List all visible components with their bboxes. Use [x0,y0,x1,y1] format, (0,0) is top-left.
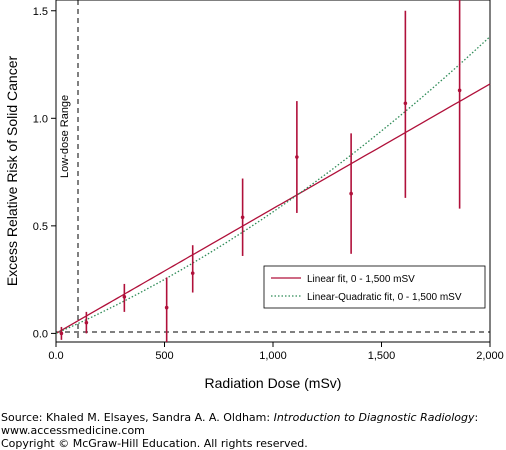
data-point [349,191,353,196]
legend: Linear fit, 0 - 1,500 mSV Linear-Quadrat… [263,265,486,309]
data-point [59,331,64,336]
y-tick-label: 0.5 [33,221,48,233]
data-point [240,215,245,220]
source-citation: Source: Khaled M. Elsayes, Sandra A. A. … [1,411,478,450]
data-point [164,305,169,310]
x-axis-label: Radiation Dose (mSv) [205,375,342,391]
linear-quadratic-fit-line [55,36,491,334]
excess-relative-risk-chart: Low-dose Range 0.0 500 1,000 1,500 2,000 0.0… [4,0,504,391]
source-suffix: : [474,411,479,424]
y-tick-label: 1.5 [33,6,48,18]
y-axis-label: Excess Relative Risk of Solid Cancer [4,56,20,287]
x-tick-label: 2,000 [476,350,504,362]
data-point [403,101,408,106]
source-prefix: Source: Khaled M. Elsayes, Sandra A. A. … [1,411,274,424]
x-tick-label: 500 [155,350,173,362]
data-point [295,155,299,159]
y-tick-label: 1.0 [33,113,48,125]
legend-label-linear: Linear fit, 0 - 1,500 mSV [307,274,415,285]
data-point [122,295,127,299]
source-url: www.accessmedicine.com [1,424,145,437]
x-tick-label: 1,500 [368,350,396,362]
low-dose-range-label: Low-dose Range [59,95,71,178]
legend-box [263,265,486,309]
data-point [84,320,89,325]
data-point [457,88,462,93]
y-tick-label: 0.0 [33,328,48,340]
source-copyright: Copyright © McGraw-Hill Education. All r… [1,437,308,450]
y-axis-ticks: 0.0 0.5 1.0 1.5 [33,6,56,340]
data-points-group [59,0,462,342]
source-book-title: Introduction to Diagnostic Radiology [273,411,475,424]
source-line: Source: Khaled M. Elsayes, Sandra A. A. … [1,411,478,424]
data-point [190,271,195,275]
x-tick-label: 0.0 [48,350,63,362]
x-axis-ticks: 0.0 500 1,000 1,500 2,000 [48,342,504,362]
legend-label-linear-quadratic: Linear-Quadratic fit, 0 - 1,500 mSV [307,292,462,303]
x-tick-label: 1,000 [259,350,287,362]
linear-fit-line [55,83,491,334]
